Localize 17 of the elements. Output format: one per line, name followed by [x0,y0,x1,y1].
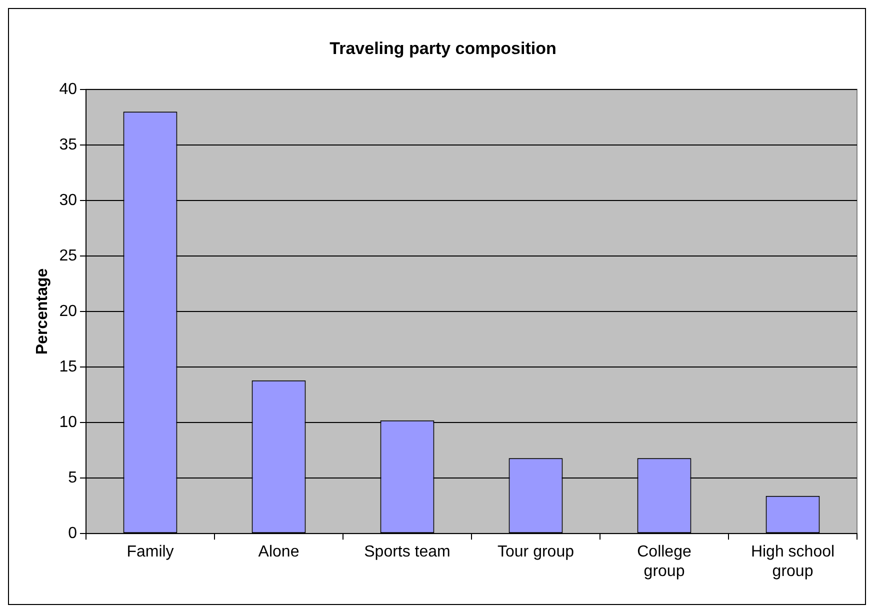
y-tick-label: 30 [59,192,78,209]
y-tick-label: 40 [59,80,78,98]
y-axis-title: Percentage [34,268,52,355]
y-tick-label: 0 [68,525,78,542]
y-tick-label: 10 [59,414,78,431]
x-tick-label: Alone [258,544,300,561]
x-tick-label: Tour group [498,544,574,561]
y-tick-label: 5 [68,469,78,486]
y-tick-label: 15 [59,358,78,376]
x-tick-label: Family [126,544,174,561]
x-tick-label: High school group [750,544,835,580]
y-tick-label: 20 [59,302,78,320]
x-tick-label: College group [637,544,692,580]
chart-title: Traveling party composition [330,38,556,58]
y-tick-label: 25 [59,247,78,264]
x-tick-label: Sports team [364,544,450,561]
y-tick-label: 35 [59,136,78,154]
